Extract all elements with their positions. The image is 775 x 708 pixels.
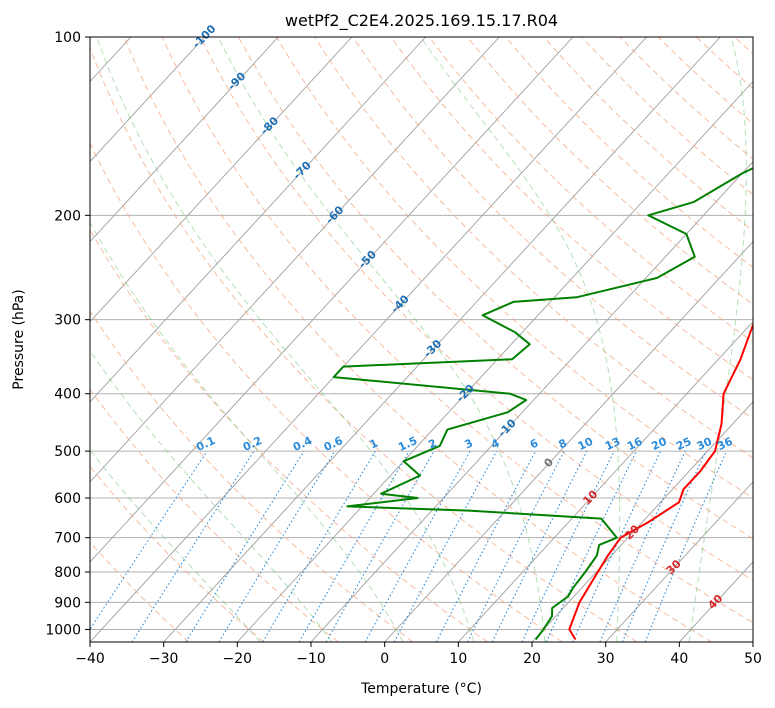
dry-adiabat-line [352,37,753,420]
x-tick-label: 50 [744,651,762,667]
isotherm-line [90,37,647,642]
dry-adiabat-line [428,37,753,343]
mixing-ratio-label: 30 [695,435,715,453]
x-tick-label: −40 [75,651,105,667]
isotherm-line [90,37,426,403]
mixing-ratio-line [393,450,498,642]
y-axis-title: Pressure (hPa) [11,289,27,389]
y-tick-label: 700 [54,531,81,547]
mixing-ratio-line [185,450,305,642]
dry-adiabat-line [90,541,190,642]
y-tick-label: 600 [54,491,81,507]
profile-line-2 [332,167,753,641]
dry-adiabat-line [90,465,264,642]
isotherm-line [237,80,753,642]
isotherm-line [90,37,574,563]
isotherm-line [605,481,753,642]
x-tick-label: −20 [223,651,253,667]
plot-frame [89,36,754,643]
isotherm-line [90,37,279,243]
mixing-ratio-label: 20 [649,435,669,453]
mixing-ratio-line [621,450,707,642]
dry-adiabat-line [390,37,753,381]
mixing-ratio-line [131,450,255,642]
moist-adiabat-line [96,37,475,642]
dry-adiabat-line [90,46,638,642]
mixing-ratio-line [218,450,336,642]
mixing-ratio-label: 25 [674,435,693,453]
mixing-ratio-label: 36 [715,435,735,453]
x-tick-label: −10 [296,651,326,667]
y-tick-label: 900 [54,595,81,611]
isotherm-line [384,240,753,642]
profile-lines [332,167,753,641]
background-lines [90,37,753,642]
dry-adiabat-line [237,37,753,540]
mixing-ratio-line [467,450,565,642]
y-tick-label: 1000 [45,622,81,638]
x-tick-label: 30 [597,651,615,667]
moist-adiabat-line [688,37,747,642]
isotherm-line [90,37,353,323]
moist-adiabat-line [217,37,546,642]
mixing-ratio-label: 13 [603,435,622,453]
dry-adiabat-line [314,37,753,459]
moist-adiabat-line [90,349,333,642]
x-tick-label: 20 [523,651,541,667]
isotherm-line [531,401,753,642]
y-tick-label: 100 [54,30,81,46]
mixing-ratio-line [644,450,728,642]
moist-adiabat-line [420,37,621,642]
mixing-ratio-label: 10 [576,435,596,453]
dry-adiabat-line [161,37,753,624]
mixing-ratio-label: 16 [625,435,645,453]
profile-line-1 [568,321,753,641]
mixing-ratio-line [90,450,208,631]
isotherm-line [458,321,753,642]
chart-title: wetPf2_C2E4.2025.169.15.17.R04 [285,11,558,31]
dry-adiabat-line [90,228,488,642]
x-tick-label: 10 [449,651,467,667]
isotherm-line [163,37,721,642]
isotherm-line [90,37,500,483]
y-tick-label: 400 [54,387,81,403]
y-tick-label: 500 [54,444,81,460]
mixing-ratio-line [599,450,686,642]
x-tick-label: 40 [670,651,688,667]
isotherm-line [90,37,205,163]
dry-adiabat-line [199,37,753,581]
x-axis-title: Temperature (°C) [360,681,482,697]
dry-adiabat-line [90,142,563,642]
axis-ticks: −40 −30 −20 −10 0 10 20 30 40 50 1000 900 800 700 600 5… [45,30,762,667]
mixing-ratio-line [325,450,435,642]
y-tick-label: 300 [54,313,81,329]
dry-adiabat-line [123,37,712,642]
y-tick-label: 800 [54,565,81,581]
mixing-ratio-line [491,450,588,642]
x-tick-label: −30 [149,651,179,667]
y-tick-label: 200 [54,208,81,224]
x-tick-label: 0 [380,651,389,667]
moist-adiabat-line [90,221,404,642]
mixing-ratio-line [364,450,471,642]
dry-adiabat-line [276,37,753,499]
